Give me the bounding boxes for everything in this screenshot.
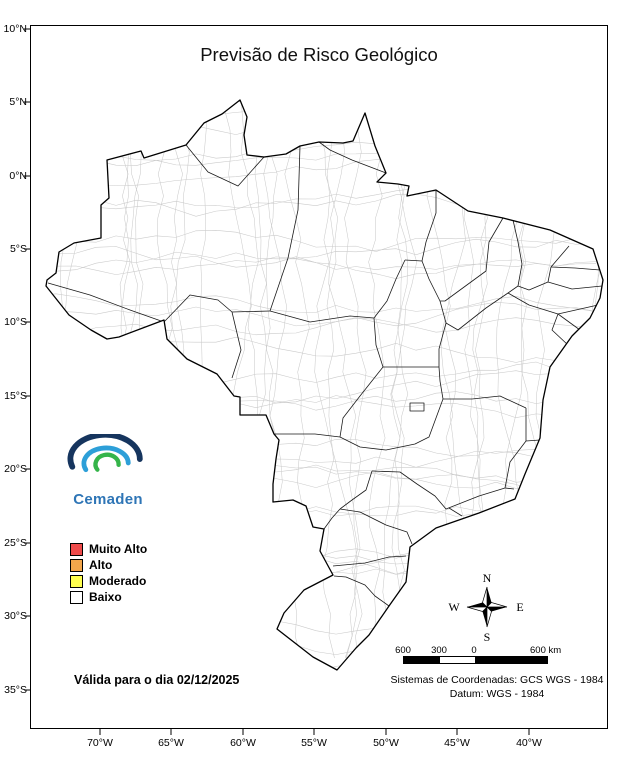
lat-label: 10°S	[4, 316, 27, 328]
lat-label: 0°N	[9, 170, 27, 182]
lat-label: 30°S	[4, 610, 27, 622]
legend-swatch-moderado	[70, 574, 83, 588]
scalebar-label-0: 0	[471, 645, 477, 656]
lat-label: 15°S	[4, 390, 27, 402]
lon-label: 50°W	[373, 737, 399, 749]
scalebar-segment	[475, 657, 547, 663]
compass-south-label: S	[483, 630, 491, 644]
scalebar-segment	[440, 657, 475, 663]
lon-label: 70°W	[87, 737, 113, 749]
scalebar-label-600-left: 600	[395, 645, 411, 656]
cemaden-logo-text: Cemaden	[73, 491, 143, 508]
legend-item-alto: Alto	[70, 557, 147, 573]
lat-label: 35°S	[4, 684, 27, 696]
lon-label: 40°W	[516, 737, 542, 749]
datum-text: Datum: WGS - 1984	[449, 688, 545, 700]
legend-item-baixo: Baixo	[70, 589, 147, 605]
risk-legend: Muito Alto Alto Moderado Baixo	[70, 541, 147, 605]
legend-label: Alto	[89, 557, 113, 572]
lon-label: 55°W	[301, 737, 327, 749]
cemaden-logo: Cemaden	[62, 431, 154, 508]
lat-label: 25°S	[4, 537, 27, 549]
scalebar-label-600-km: 600 km	[530, 645, 562, 656]
compass-rose-icon	[466, 586, 508, 628]
scalebar-label-300: 300	[431, 645, 447, 656]
legend-swatch-baixo	[70, 590, 83, 604]
lat-label: 10°N	[3, 23, 27, 35]
page-title: Previsão de Risco Geológico	[200, 44, 438, 65]
compass-west-label: W	[448, 600, 460, 614]
scale-bar	[403, 656, 548, 664]
legend-item-muito-alto: Muito Alto	[70, 541, 147, 557]
cemaden-eye-icon	[67, 431, 143, 473]
compass-east-label: E	[516, 600, 524, 614]
lat-label: 20°S	[4, 463, 27, 475]
coordinate-system-text: Sistemas de Coordenadas: GCS WGS - 1984	[390, 674, 604, 686]
legend-label: Muito Alto	[89, 541, 148, 556]
lat-label: 5°N	[9, 96, 27, 108]
compass-north-label: N	[482, 571, 492, 585]
legend-label: Baixo	[89, 589, 122, 604]
lon-label: 60°W	[230, 737, 256, 749]
legend-swatch-muito-alto	[70, 542, 83, 556]
lon-label: 45°W	[444, 737, 470, 749]
validity-date: Válida para o dia 02/12/2025	[74, 673, 240, 687]
lat-label: 5°S	[9, 243, 27, 255]
lon-label: 65°W	[158, 737, 184, 749]
legend-swatch-alto	[70, 558, 83, 572]
map-frame	[30, 25, 608, 729]
legend-item-moderado: Moderado	[70, 573, 147, 589]
legend-label: Moderado	[89, 573, 147, 588]
scalebar-segment	[404, 657, 440, 663]
